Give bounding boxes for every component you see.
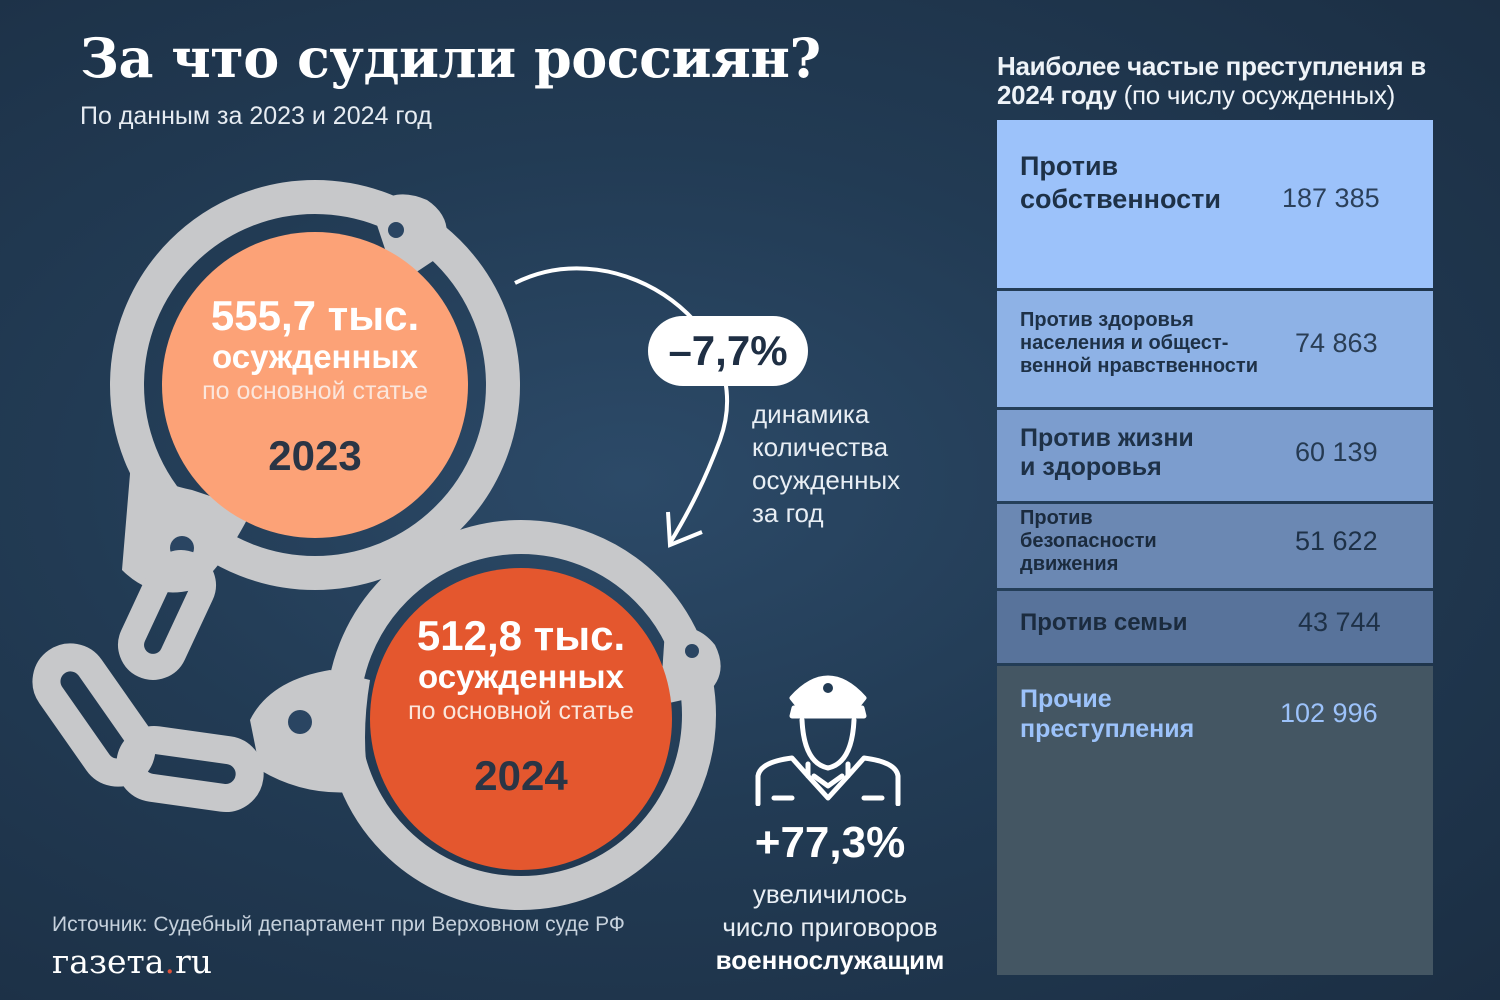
change-badge: –7,7% [648,316,808,386]
unit-2023: осужденных [212,338,418,375]
logo: газета.ru [52,942,212,981]
bar-4: Против семьи 43 744 [997,591,1433,663]
handcuff-bottom [250,520,721,910]
handcuff-top [110,180,520,593]
bar-label: Против собственности [1020,151,1221,214]
bar-value: 74 863 [1295,327,1378,358]
bar-label: Против жизни и здоровья [1020,424,1194,481]
chart-title: Наиболее частые преступления в 2024 году… [997,51,1426,110]
bar-2: Против жизни и здоровья 60 139 [997,410,1433,501]
soldier-icon [755,675,901,806]
handcuffs-illustration [32,180,729,910]
page-subtitle: По данным за 2023 и 2024 год [80,102,432,130]
page-title: За что судили россиян? [80,26,821,90]
dynamics-arrow [514,266,729,545]
bar-value: 51 622 [1295,525,1378,556]
circle-2024: 512,8 тыс. осужденных по основной статье… [370,568,672,870]
bar-1: Против здоровья населения и общест-венной… [997,291,1433,407]
bar-value: 43 744 [1298,606,1381,637]
unit-2024: осужденных [418,658,624,695]
count-2024: 512,8 тыс. [416,612,626,659]
bar-value: 60 139 [1295,437,1378,467]
military-change: +77,3% [754,818,906,867]
circle-2023: 555,7 тыс. осужденных по основной статье… [162,232,468,538]
bar-value: 102 996 [1280,698,1378,728]
year-2023: 2023 [268,432,362,479]
bar-3: Против безопасности движения 51 622 [997,504,1433,588]
handcuff-chain [32,550,264,813]
bar-label: Против безопасности движения [1020,507,1157,575]
note-2024: по основной статье [408,697,634,725]
year-2024: 2024 [474,752,568,799]
note-2023: по основной статье [202,377,428,405]
bar-5: Прочие преступления 102 996 [997,666,1433,975]
bar-value: 187 385 [1282,183,1380,213]
change-label: динамика количества осужденных за год [752,399,901,528]
bar-0: Против собственности 187 385 [997,120,1433,288]
bar-label: Прочие преступления [1020,685,1195,743]
source-note: Источник: Судебный департамент при Верхо… [52,913,625,936]
arrow-head-icon [666,511,703,548]
military-text: увеличилось число приговоров военнослужа… [715,879,945,975]
bar-label: Против семьи [1020,609,1188,636]
bar-label: Против здоровья населения и общест-венной… [1020,309,1258,377]
count-2023: 555,7 тыс. [210,292,420,339]
